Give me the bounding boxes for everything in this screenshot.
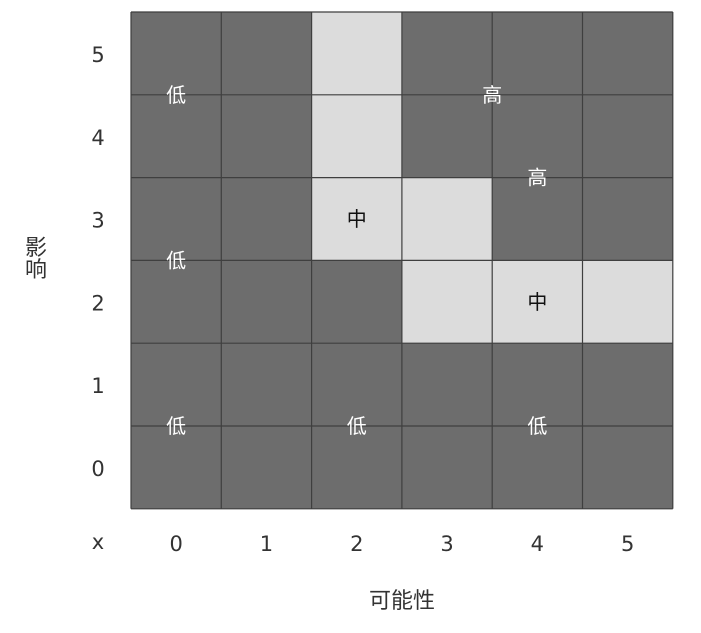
matrix-cell <box>401 426 493 509</box>
x-axis-title: 可能性 <box>369 589 435 614</box>
matrix-cell <box>131 343 222 426</box>
x-tick-label: 4 <box>531 532 544 556</box>
matrix-cell <box>311 177 402 261</box>
zone-label: 高 <box>482 83 502 107</box>
matrix-cell <box>492 426 583 509</box>
zone-label: 低 <box>166 414 186 438</box>
matrix-cells <box>131 12 673 509</box>
matrix-cell <box>221 177 312 261</box>
y-axis-ticks: 0 1 2 3 4 5 <box>91 43 104 481</box>
x-axis-ticks: 0 1 2 3 4 5 <box>169 532 634 556</box>
matrix-cell <box>311 94 402 178</box>
matrix-cell <box>582 426 673 509</box>
y-tick-label: 4 <box>91 126 104 150</box>
zone-label: 低 <box>166 248 186 272</box>
matrix-cell <box>492 343 583 426</box>
y-tick-label: 0 <box>91 457 104 481</box>
x-tick-label: 1 <box>260 532 273 556</box>
matrix-cell <box>492 12 583 95</box>
matrix-cell <box>492 260 583 344</box>
zone-label: 低 <box>347 414 367 438</box>
matrix-cell <box>401 260 493 344</box>
y-axis-title: 影响 <box>25 236 47 283</box>
matrix-cell <box>401 343 493 426</box>
zone-label: 中 <box>347 207 367 231</box>
y-tick-label: 1 <box>91 374 104 398</box>
y-tick-label: 2 <box>91 291 104 315</box>
x-tick-label: 2 <box>350 532 363 556</box>
matrix-cell <box>492 177 583 261</box>
zone-label: 中 <box>527 290 547 314</box>
x-axis-corner-label: x <box>92 530 104 554</box>
matrix-cell <box>492 94 583 178</box>
x-tick-label: 0 <box>169 532 182 556</box>
x-tick-label: 3 <box>440 532 453 556</box>
matrix-cell <box>582 260 673 344</box>
matrix-cell <box>131 12 222 95</box>
y-tick-label: 3 <box>91 209 104 233</box>
matrix-cell <box>221 260 312 344</box>
matrix-cell <box>582 94 673 178</box>
matrix-cell <box>401 94 493 178</box>
matrix-cell <box>582 12 673 95</box>
matrix-cell <box>131 94 222 178</box>
matrix-cell <box>221 94 312 178</box>
matrix-cell <box>131 426 222 509</box>
matrix-cell <box>311 12 402 95</box>
matrix-cell <box>221 426 312 509</box>
matrix-cell <box>221 12 312 95</box>
zone-labels: 低低低低低高高中中 <box>166 83 547 438</box>
matrix-cell <box>401 177 493 261</box>
matrix-gridlines <box>130 11 674 510</box>
matrix-cell <box>582 343 673 426</box>
matrix-cell <box>311 260 402 344</box>
x-tick-label: 5 <box>621 532 634 556</box>
y-axis-title-char: 响 <box>25 258 47 283</box>
zone-label: 低 <box>166 83 186 107</box>
matrix-cell <box>401 12 493 95</box>
matrix-cell <box>221 343 312 426</box>
y-axis-title-char: 影 <box>25 236 47 261</box>
matrix-cell <box>582 177 673 261</box>
matrix-cell <box>131 177 222 261</box>
matrix-cell <box>311 426 402 509</box>
matrix-cell <box>131 260 222 344</box>
matrix-cell <box>311 343 402 426</box>
zone-label: 高 <box>527 166 547 190</box>
zone-label: 低 <box>527 414 547 438</box>
y-tick-label: 5 <box>91 43 104 67</box>
